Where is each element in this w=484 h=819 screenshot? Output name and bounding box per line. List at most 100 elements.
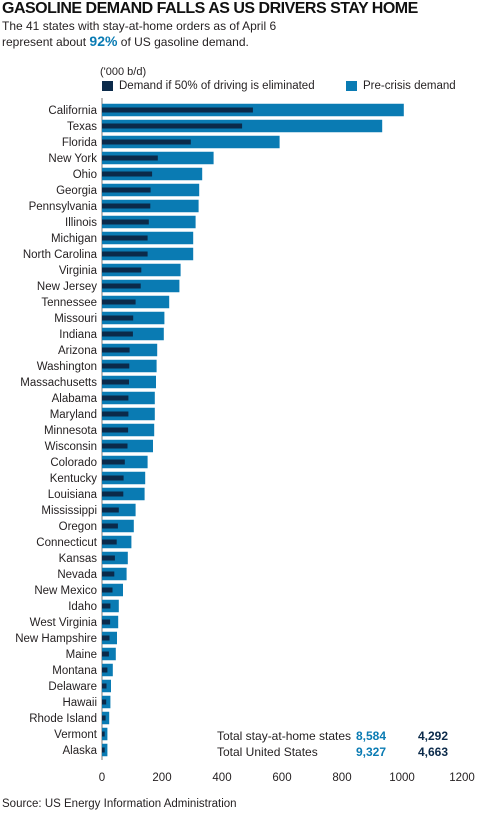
category-label: California — [48, 105, 97, 117]
category-label: New York — [48, 153, 97, 165]
bar-half-driving — [102, 491, 124, 497]
bar-half-driving — [102, 331, 133, 337]
category-label: Alaska — [62, 745, 97, 757]
unit-label: ('000 b/d) — [100, 66, 147, 78]
x-tick-label: 400 — [212, 772, 231, 784]
category-label: Massachusetts — [20, 377, 97, 389]
bar-half-driving — [102, 651, 109, 657]
category-label: North Carolina — [23, 249, 98, 261]
bar-half-driving — [102, 715, 106, 721]
legend-swatch-half — [102, 81, 113, 91]
bar-half-driving — [102, 203, 151, 209]
category-label: Vermont — [54, 729, 98, 741]
bar-half-driving — [102, 507, 119, 513]
category-label: Montana — [52, 665, 97, 677]
legend-swatch-pre — [346, 81, 357, 91]
bar-half-driving — [102, 747, 105, 753]
category-label: Hawaii — [62, 697, 97, 709]
bar-half-driving — [102, 123, 243, 129]
category-label: Michigan — [51, 233, 97, 245]
category-label: Rhode Island — [29, 713, 97, 725]
category-label: Maryland — [50, 409, 97, 421]
source-note: Source: US Energy Information Administra… — [2, 798, 237, 810]
bar-half-driving — [102, 235, 148, 241]
category-label: Arizona — [58, 345, 98, 357]
legend-label-pre: Pre-crisis demand — [363, 80, 456, 92]
category-label: Mississippi — [41, 505, 97, 517]
x-tick-label: 800 — [332, 772, 351, 784]
x-tick-label: 1000 — [389, 772, 415, 784]
chart-title: GASOLINE DEMAND FALLS AS US DRIVERS STAY… — [2, 0, 418, 17]
bar-half-driving — [102, 395, 129, 401]
bar-half-driving — [102, 347, 130, 353]
bar-half-driving — [102, 699, 107, 705]
bar-half-driving — [102, 299, 136, 305]
category-label: Ohio — [73, 169, 97, 181]
bar-half-driving — [102, 427, 129, 433]
bar-half-driving — [102, 459, 125, 465]
total-half-states: 4,292 — [417, 729, 448, 743]
x-tick-label: 200 — [152, 772, 171, 784]
bar-half-driving — [102, 139, 191, 145]
bar-half-driving — [102, 283, 141, 289]
legend-item-pre: Pre-crisis demand — [346, 80, 456, 92]
category-label: Wisconsin — [45, 441, 97, 453]
category-label: West Virginia — [30, 617, 98, 629]
category-label: Nevada — [57, 569, 97, 581]
category-label: Virginia — [59, 265, 98, 277]
category-label: Maine — [66, 649, 97, 661]
category-label: Washington — [37, 361, 97, 373]
legend-label-half: Demand if 50% of driving is eliminated — [119, 80, 315, 92]
x-tick-label: 0 — [99, 772, 105, 784]
bar-half-driving — [102, 603, 111, 609]
bar-half-driving — [102, 379, 129, 385]
subtitle-highlight: 92% — [89, 33, 118, 49]
bar-half-driving — [102, 187, 151, 193]
category-label: Georgia — [56, 185, 98, 197]
total-pre-us: 9,327 — [355, 745, 386, 759]
category-label: Minnesota — [44, 425, 98, 437]
bar-half-driving — [102, 571, 115, 577]
category-label: Idaho — [68, 601, 97, 613]
bar-half-driving — [102, 411, 129, 417]
category-label: Connecticut — [36, 537, 98, 549]
category-label: Louisiana — [48, 489, 98, 501]
x-tick-label: 600 — [272, 772, 291, 784]
category-label: New Jersey — [37, 281, 97, 293]
subtitle-line1: The 41 states with stay-at-home orders a… — [2, 19, 277, 33]
bar-half-driving — [102, 667, 108, 673]
bar-half-driving — [102, 619, 111, 625]
bar-half-driving — [102, 267, 142, 273]
total-half-us: 4,663 — [417, 745, 448, 759]
category-label: Oregon — [59, 521, 97, 533]
subtitle-line2-post: of US gasoline demand. — [117, 35, 249, 49]
category-label: New Mexico — [34, 585, 97, 597]
bar-half-driving — [102, 171, 153, 177]
bar-half-driving — [102, 523, 118, 529]
category-label: Colorado — [50, 457, 97, 469]
total-label-states: Total stay-at-home states — [217, 729, 352, 743]
subtitle-line2-pre: represent about — [2, 35, 90, 49]
category-label: Illinois — [65, 217, 97, 229]
bar-half-driving — [102, 555, 115, 561]
category-label: Indiana — [59, 329, 97, 341]
bar-half-driving — [102, 219, 149, 225]
bar-half-driving — [102, 539, 117, 545]
bar-half-driving — [102, 107, 253, 113]
category-label: Kansas — [59, 553, 98, 565]
bar-half-driving — [102, 363, 130, 369]
bar-half-driving — [102, 683, 107, 689]
bar-half-driving — [102, 443, 128, 449]
category-label: Missouri — [54, 313, 97, 325]
category-label: Tennessee — [41, 297, 97, 309]
bar-half-driving — [102, 587, 113, 593]
x-tick-label: 1200 — [449, 772, 475, 784]
category-label: Alabama — [52, 393, 98, 405]
category-label: Pennsylvania — [29, 201, 98, 213]
category-label: New Hampshire — [15, 633, 97, 645]
category-label: Florida — [62, 137, 98, 149]
total-label-us: Total United States — [217, 745, 318, 759]
bar-half-driving — [102, 475, 124, 481]
total-pre-states: 8,584 — [355, 729, 386, 743]
